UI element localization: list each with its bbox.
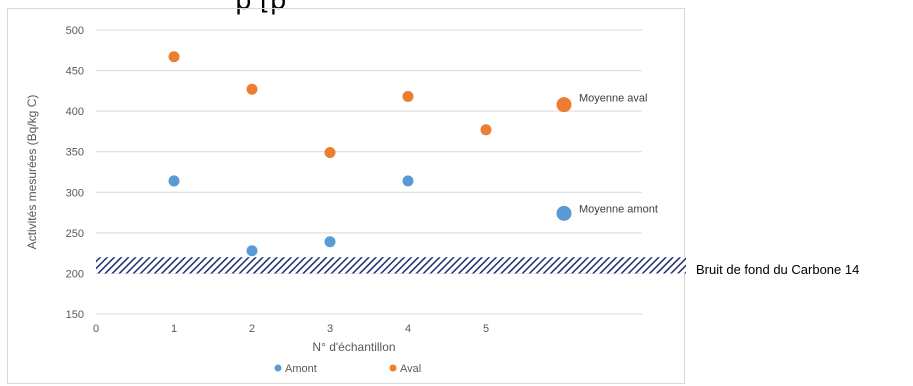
background-noise-band	[96, 257, 686, 274]
y-tick-label: 200	[66, 268, 84, 280]
x-tick-label: 2	[249, 323, 255, 335]
y-tick-label: 250	[66, 228, 84, 240]
background-noise-label: Bruit de fond du Carbone 14	[696, 262, 860, 277]
aval-point	[168, 51, 180, 63]
legend-entry: Amont	[285, 363, 317, 375]
x-tick-label: 5	[483, 323, 489, 335]
y-axis-title: Activités mesurées (Bq/kg C)	[25, 95, 39, 250]
x-tick-label: 0	[93, 323, 99, 335]
amont-point	[246, 245, 258, 257]
mean-point	[556, 97, 572, 113]
y-tick-label: 350	[66, 147, 84, 159]
legend-marker	[389, 364, 397, 372]
x-tick-label: 3	[327, 323, 333, 335]
legend-entry: Aval	[400, 363, 421, 375]
y-tick-label: 400	[66, 106, 84, 118]
mean-label: Moyenne amont	[579, 203, 658, 215]
x-axis-title: N° d'échantillon	[312, 340, 395, 354]
x-tick-label: 1	[171, 323, 177, 335]
chart-area: 150 200 250 300 350 400 450 500 0 1 2 3 4 5 N° d'échan…	[7, 8, 686, 384]
x-tick-label: 4	[405, 323, 411, 335]
mean-label: Moyenne aval	[579, 93, 648, 105]
legend-marker	[274, 364, 282, 372]
y-tick-label: 500	[66, 25, 84, 37]
mean-point	[556, 205, 572, 221]
amont-point	[168, 175, 180, 187]
amont-point	[324, 236, 336, 248]
y-tick-label: 450	[66, 66, 84, 78]
aval-point	[324, 147, 336, 159]
amont-point	[402, 175, 414, 187]
aval-point	[480, 124, 492, 136]
aval-point	[402, 91, 414, 103]
aval-point	[246, 83, 258, 95]
y-tick-label: 150	[66, 309, 84, 321]
scatter-chart: 150 200 250 300 350 400 450 500 0 1 2 3 4 5 N° d'échan…	[25, 25, 686, 375]
y-tick-label: 300	[66, 187, 84, 199]
